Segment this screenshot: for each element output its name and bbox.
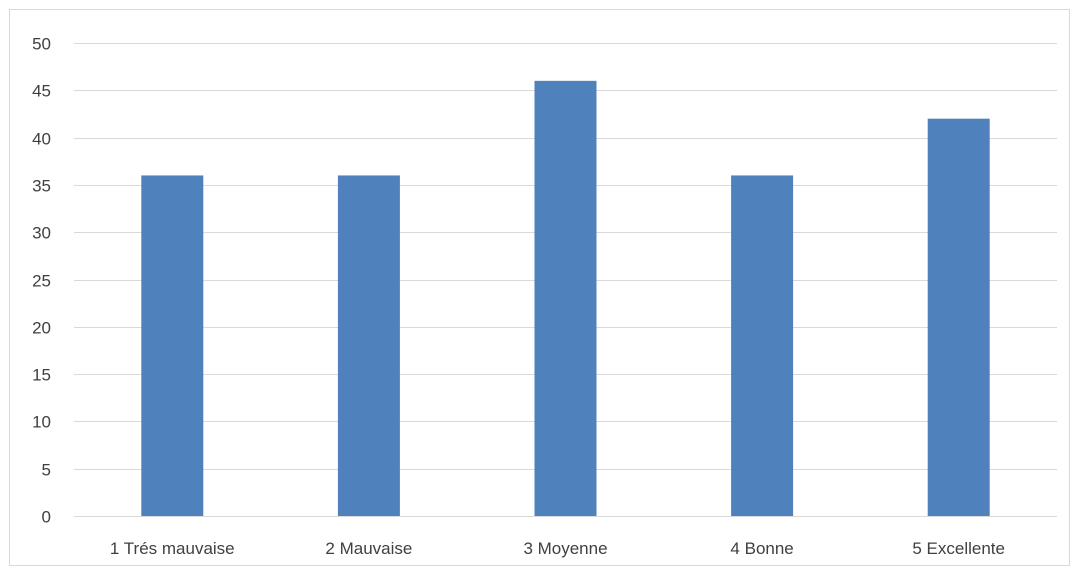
y-tick-label: 45 (32, 82, 51, 101)
y-tick-label: 0 (42, 508, 51, 527)
x-tick-label: 4 Bonne (730, 539, 793, 558)
y-tick-label: 25 (32, 272, 51, 291)
y-tick-label: 30 (32, 224, 51, 243)
bar (731, 175, 794, 516)
x-axis-tick-labels: 1 Trés mauvaise 2 Mauvaise 3 Moyenne 4 Bonn… (110, 539, 1005, 558)
y-tick-label: 20 (32, 319, 51, 338)
bar (141, 175, 204, 516)
x-tick-label: 1 Trés mauvaise (110, 539, 235, 558)
x-tick-label: 5 Excellente (912, 539, 1005, 558)
x-tick-label: 2 Mauvaise (325, 539, 412, 558)
y-tick-label: 10 (32, 413, 51, 432)
y-axis-tick-labels: 0 5 10 15 20 25 30 35 40 45 50 (32, 35, 51, 527)
bar (534, 80, 597, 516)
y-tick-label: 50 (32, 35, 51, 54)
bars (141, 80, 990, 517)
x-tick-label: 3 Moyenne (523, 539, 607, 558)
y-tick-label: 35 (32, 177, 51, 196)
y-tick-label: 5 (42, 461, 51, 480)
bar (337, 175, 400, 516)
y-tick-label: 15 (32, 366, 51, 385)
bar (927, 118, 990, 517)
y-tick-label: 40 (32, 130, 51, 149)
